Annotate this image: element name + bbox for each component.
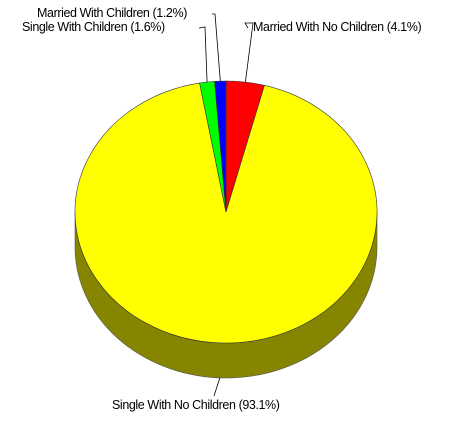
slice-label-single-no-children: Single With No Children (93.1%) (112, 398, 280, 412)
slice-label-single-with-children: Single With Children (1.6%) (22, 20, 165, 34)
slice-single-with-no-children (74, 82, 378, 344)
slice-labels: Married With No Children (4.1%) Single W… (22, 6, 422, 412)
leader-line-single-with-children (198, 26, 208, 83)
leader-line-married-with-no-children (244, 22, 254, 83)
pie-slices (74, 80, 378, 344)
slice-label-married-no-children: Married With No Children (4.1%) (253, 20, 421, 34)
slice-label-married-with-children: Married With Children (1.2%) (37, 6, 187, 20)
slice-married-with-children (214, 80, 227, 213)
leader-line-married-with-children (212, 13, 221, 82)
leader-line-single-with-no-children (213, 377, 221, 397)
label-leader-lines (198, 13, 254, 397)
